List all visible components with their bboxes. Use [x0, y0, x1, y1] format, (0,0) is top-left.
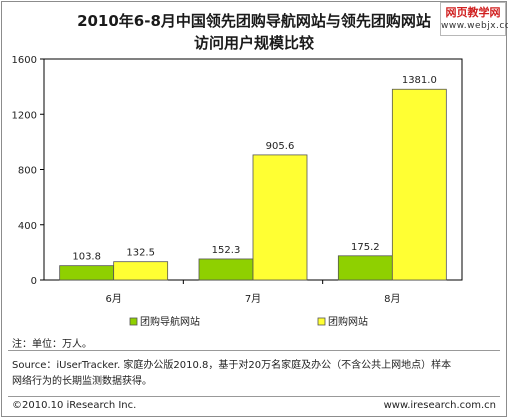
footer-divider: [8, 396, 500, 397]
y-tick-label: 1200: [12, 110, 37, 121]
source-line-2: 网络行为的长期监测数据获得。: [12, 376, 152, 387]
copyright-text: ©2010.10 iResearch Inc.: [12, 400, 137, 411]
y-tick-label: 0: [31, 276, 37, 287]
x-category-label: 7月: [245, 293, 261, 305]
source-divider: [8, 350, 500, 351]
x-category-label: 6月: [105, 293, 121, 305]
chart-title-line1: 2010年6-8月中国领先团购导航网站与领先团购网站: [77, 12, 431, 30]
legend-label: 团购导航网站: [140, 315, 200, 328]
unit-note: 注：单位：万人。: [12, 339, 92, 350]
legend-swatch: [129, 317, 138, 326]
chart-title-line2: 访问用户规模比较: [193, 34, 314, 52]
bar-groupbuy: [391, 88, 447, 281]
y-tick-label: 800: [18, 166, 37, 177]
legend-label: 团购网站: [328, 315, 368, 328]
data-label: 103.8: [72, 252, 101, 263]
website-link[interactable]: www.iresearch.com.cn: [383, 400, 496, 411]
data-label: 1381.0: [402, 75, 437, 86]
watermark-bottom-text: www.webjx.com: [441, 21, 508, 31]
source-line-1: Source：iUserTracker. 家庭办公版2010.8，基于对20万名…: [12, 360, 452, 371]
data-label: 152.3: [212, 245, 241, 256]
x-category-label: 8月: [384, 293, 400, 305]
data-label: 905.6: [266, 141, 295, 152]
y-tick-label: 400: [18, 221, 37, 232]
bar-groupbuy: [252, 154, 308, 281]
bar-navigation: [59, 265, 115, 281]
bar-navigation: [337, 255, 393, 281]
bar-navigation: [198, 258, 254, 281]
y-tick-label: 1600: [12, 55, 37, 66]
legend-swatch: [317, 317, 326, 326]
watermark-logo: 网页教学网 www.webjx.com: [440, 2, 508, 36]
data-label: 175.2: [351, 242, 380, 253]
data-label: 132.5: [126, 248, 155, 259]
watermark-top-text: 网页教学网: [445, 6, 501, 19]
bar-groupbuy: [113, 261, 169, 281]
